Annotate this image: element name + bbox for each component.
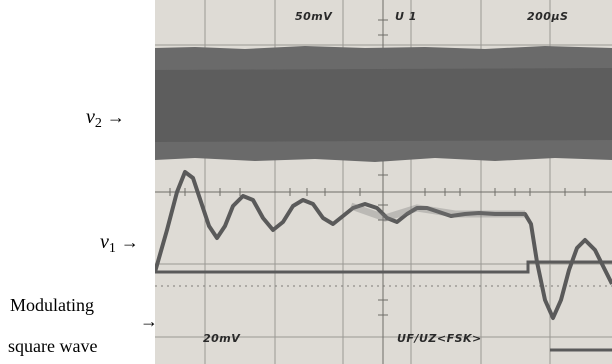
- channel-readout: U 1: [395, 10, 417, 23]
- modulating-label-line1: Modulating: [10, 295, 94, 315]
- scope-traces: [155, 0, 612, 364]
- v1-trace: [155, 170, 612, 320]
- timebase-readout: 200μS: [527, 10, 569, 23]
- ch1-scale-readout: 50mV: [295, 10, 333, 23]
- v2-label: v2 →: [86, 106, 125, 131]
- arrow-icon: →: [106, 107, 125, 127]
- modulating-arrow-icon: →: [140, 311, 158, 331]
- modulating-label-line2: square wave: [8, 336, 98, 356]
- arrow-icon: →: [120, 232, 139, 252]
- v1-label: v1 →: [100, 231, 139, 256]
- mode-readout: UF/UZ<FSK>: [397, 332, 482, 345]
- ch2-scale-readout: 20mV: [203, 332, 241, 345]
- oscilloscope-screen: 50mV U 1 200μS 20mV UF/UZ<FSK>: [155, 0, 612, 364]
